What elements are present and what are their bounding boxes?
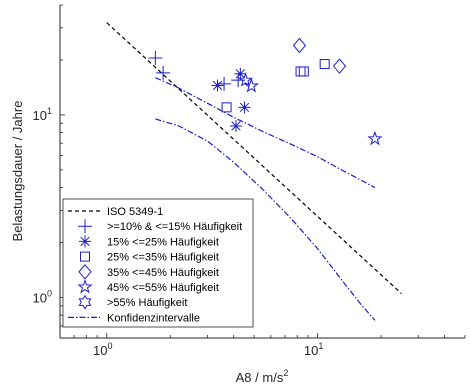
data-point-asterisk [211,79,224,92]
data-point-pentagram [237,72,254,87]
legend-label: 15% <=25% Häufigkeit [107,236,219,248]
data-point-diamond [292,37,307,54]
data-point-plus [156,65,171,80]
legend-symbol-square [80,251,90,262]
legend-box [62,198,254,328]
data-point-pentagram [243,77,259,93]
line-series [106,22,402,321]
x-tick-label: 101 [304,341,323,358]
data-point-asterisk [238,101,251,114]
data-point-diamond [332,58,347,74]
legend-label: 25% <=35% Häufigkeit [107,252,219,264]
legend-symbol-asterisk [79,235,91,248]
axes [59,5,465,339]
y-axis-label: Belastungsdauer / Jahre [10,101,25,242]
legend-label: 35% <=45% Häufigkeit [107,267,219,279]
confidence-interval-line [155,77,376,189]
data-point-square [298,66,309,77]
legend-symbol-plus [78,219,92,234]
data-point-asterisk [234,67,247,80]
legend-label: ISO 5349-1 [107,206,163,218]
legend-label: 45% <=55% Häufigkeit [107,282,219,294]
legend-label: >55% Häufigkeit [107,297,187,309]
legend: ISO 5349-1 >=10% & <=15% Häufigkeit 15% <=… [62,198,254,328]
legend-symbol-pentagram [77,278,93,294]
data-point-square [221,102,232,113]
x-axis-label: A8 / m/s2 [236,368,289,385]
data-point-pentagram [367,130,383,146]
x-tick-label: 100 [93,341,112,358]
legend-symbol-hexagram [78,294,92,310]
legend-label: >=10% & <=15% Häufigkeit [107,221,242,233]
data-point-plus [148,51,163,66]
tick-labels: 100 101 100 101 [33,106,324,358]
y-tick-label: 100 [33,288,52,305]
data-point-square [319,59,330,70]
y-tick-label: 101 [33,106,52,123]
legend-symbol-diamond [78,264,92,280]
confidence-interval-line [155,118,376,321]
scatter-points [148,37,383,146]
iso-5349-1-line [106,22,402,295]
legend-label: Konfidenzintervalle [107,312,200,324]
data-point-asterisk [229,119,242,132]
